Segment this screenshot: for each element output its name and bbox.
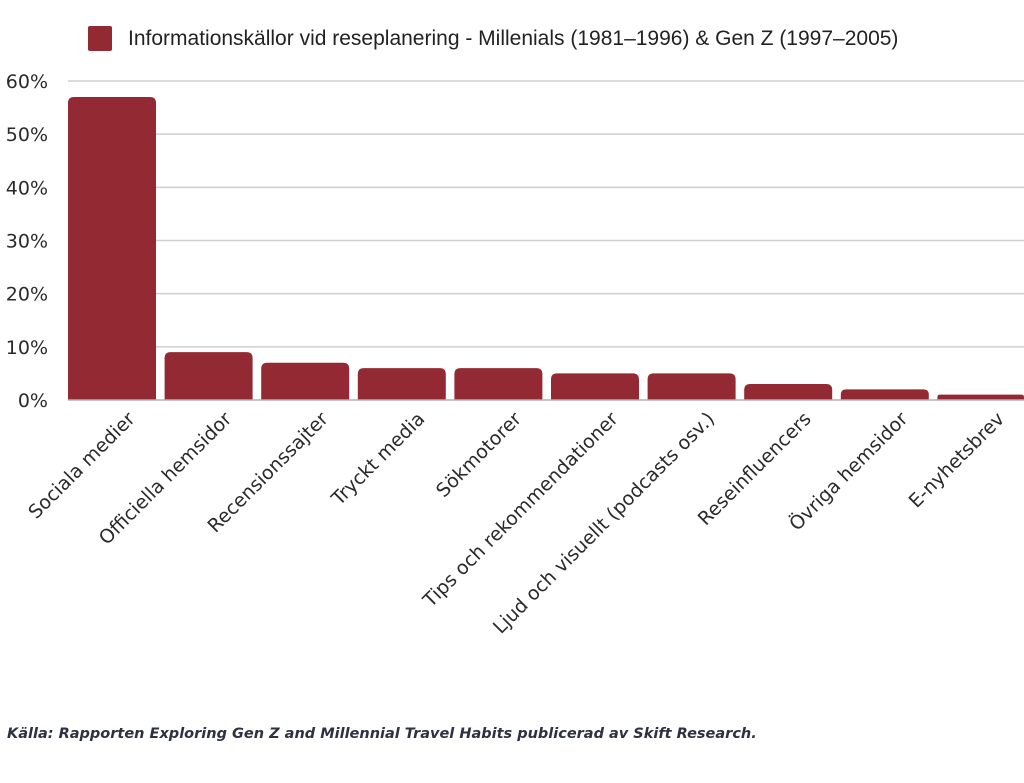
bar [68, 96, 156, 400]
bar [744, 384, 833, 400]
x-tick-label: Tryckt media [327, 408, 430, 511]
x-tick-label: Tips och rekommendationer [418, 408, 622, 612]
bar [551, 373, 639, 400]
bar [647, 373, 736, 400]
y-tick-label: 50% [6, 124, 48, 146]
bars [68, 96, 1024, 400]
bar [840, 389, 929, 400]
legend-label: Informationskällor vid reseplanering - M… [128, 26, 899, 50]
x-tick-label: Ljud och visuellt (podcasts osv.) [489, 408, 719, 638]
bar [164, 352, 253, 400]
y-tick-label: 10% [6, 337, 48, 359]
bar [357, 368, 446, 400]
y-tick-label: 0% [18, 390, 48, 412]
source-note: Källa: Rapporten Exploring Gen Z and Mil… [7, 726, 757, 742]
y-tick-label: 60% [6, 71, 48, 93]
legend-swatch [88, 26, 112, 51]
gridlines [68, 80, 1024, 348]
bar [454, 368, 543, 400]
bar-chart: 0% 10% 20% 30% 40% 50% 60% Sociala medierOffic… [6, 71, 1024, 638]
y-axis-ticks: 0% 10% 20% 30% 40% 50% 60% [6, 71, 48, 412]
x-tick-label: Sökmotorer [432, 408, 526, 502]
bar [937, 394, 1024, 400]
legend: Informationskällor vid reseplanering - M… [88, 26, 898, 51]
y-tick-label: 20% [6, 284, 48, 306]
x-tick-label: E-nyhetsbrev [905, 408, 1009, 512]
y-tick-label: 40% [6, 177, 48, 199]
bar [261, 362, 350, 400]
y-tick-label: 30% [6, 231, 48, 253]
